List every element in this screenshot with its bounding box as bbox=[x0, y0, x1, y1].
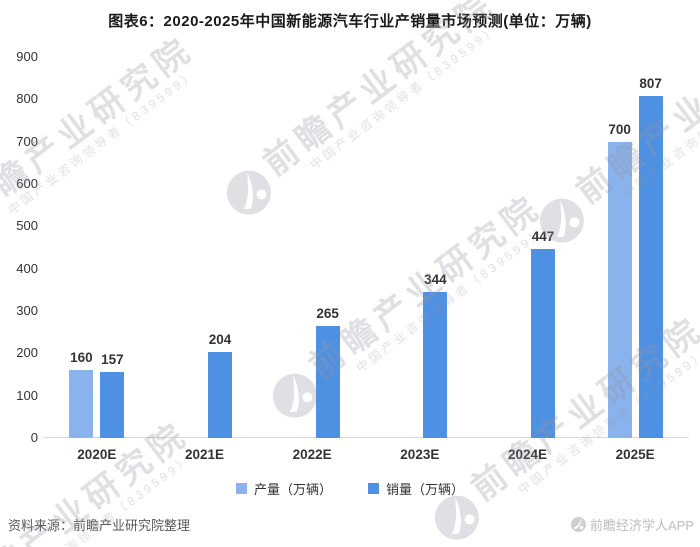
bar-production-2025E bbox=[607, 142, 632, 438]
source-note: 资料来源：前瞻产业研究院整理 bbox=[8, 518, 191, 533]
bar-value-label: 700 bbox=[608, 122, 631, 137]
x-label-2025E: 2025E bbox=[615, 447, 655, 462]
bar-value-label: 344 bbox=[424, 272, 447, 287]
y-axis-tick: 400 bbox=[16, 260, 38, 276]
watermark-text-large: 前瞻产业研究院 bbox=[569, 12, 700, 212]
legend-item-production: 产量（万辆） bbox=[235, 479, 332, 498]
bar-sales-2023E bbox=[423, 292, 448, 438]
x-label-2022E: 2022E bbox=[292, 447, 332, 462]
chart-title: 图表6：2020-2025年中国新能源汽车行业产销量市场预测(单位：万辆) bbox=[108, 13, 592, 30]
legend-marker bbox=[368, 483, 379, 494]
legend-marker bbox=[235, 483, 247, 494]
legend-label: 产量（万辆） bbox=[253, 482, 332, 497]
bar-sales-2025E bbox=[638, 96, 663, 438]
x-label-2021E: 2021E bbox=[184, 447, 225, 462]
watermark-text-large: 前瞻产业研究院 bbox=[464, 309, 700, 509]
y-axis-tick: 600 bbox=[16, 176, 38, 191]
watermark: 前瞻产业研究院中国产业咨询领导者（839599） bbox=[216, 0, 512, 226]
y-axis-tick: 500 bbox=[16, 218, 38, 234]
bar-value-label: 265 bbox=[316, 306, 339, 321]
brand-badge: 前瞻经济学人APP bbox=[570, 515, 694, 534]
bar-sales-2020E bbox=[100, 372, 125, 438]
legend-item-sales: 销量（万辆） bbox=[368, 479, 464, 498]
y-axis-tick: 700 bbox=[16, 133, 38, 149]
x-label-2023E: 2023E bbox=[400, 447, 440, 462]
bar-production-2020E bbox=[69, 370, 94, 438]
bar-value-label: 157 bbox=[101, 352, 124, 367]
watermark-text-small: 中国产业咨询领导者（839599） bbox=[307, 21, 501, 173]
bar-value-label: 204 bbox=[208, 332, 232, 347]
qianzhan-logo-icon bbox=[570, 517, 586, 532]
watermark: 前瞻产业研究院中国产业咨询领导者（839599） bbox=[0, 30, 209, 271]
x-axis-line bbox=[43, 437, 689, 438]
legend-label: 销量（万辆） bbox=[386, 482, 465, 497]
y-axis-tick: 300 bbox=[16, 303, 38, 318]
brand-label: 前瞻经济学人APP bbox=[589, 518, 694, 533]
y-axis-tick: 900 bbox=[16, 49, 38, 64]
x-label-2020E: 2020E bbox=[77, 447, 117, 462]
legend: 产量（万辆） 销量（万辆） bbox=[0, 479, 700, 498]
y-axis-tick: 200 bbox=[16, 345, 38, 361]
y-axis-tick: 800 bbox=[16, 91, 38, 107]
bar-value-label: 807 bbox=[639, 76, 662, 91]
y-axis-tick: 0 bbox=[30, 430, 38, 445]
bar-sales-2021E bbox=[208, 352, 232, 438]
y-axis-tick: 100 bbox=[16, 387, 38, 403]
bar-value-label: 447 bbox=[531, 229, 555, 244]
bar-value-label: 160 bbox=[70, 350, 93, 365]
bar-sales-2022E bbox=[315, 326, 340, 438]
x-label-2024E: 2024E bbox=[507, 447, 548, 462]
bar-sales-2024E bbox=[531, 249, 555, 438]
watermark-logo-icon bbox=[218, 161, 280, 223]
